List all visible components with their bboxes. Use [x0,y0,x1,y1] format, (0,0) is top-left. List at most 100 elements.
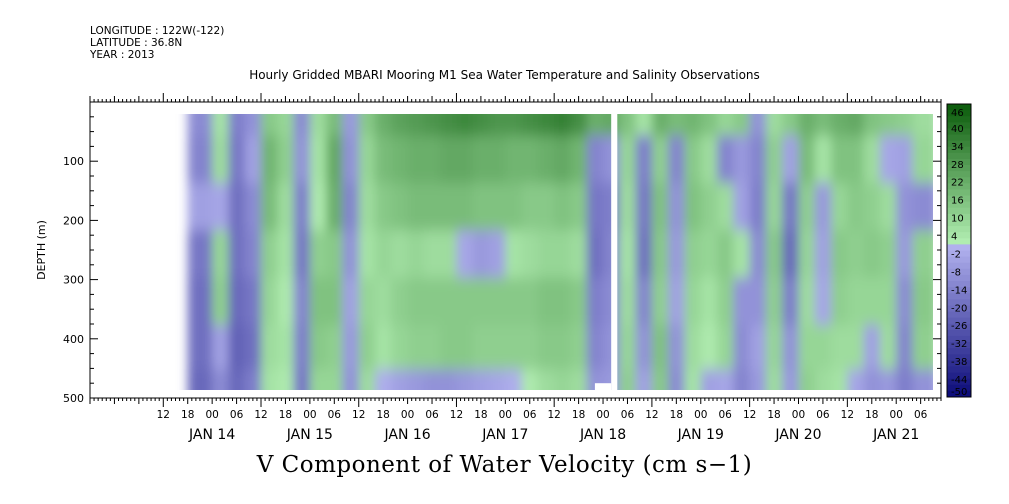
colorbar-swatch [947,329,971,337]
heatmap-cell [244,114,263,139]
heatmap-cell [489,182,507,234]
heatmap-cell [586,182,605,234]
heatmap-cell [586,135,605,186]
heatmap-cell [717,135,735,186]
heatmap-cell [521,182,539,234]
heatmap-cell [896,324,914,373]
x-day-label: JAN 15 [286,427,333,443]
heatmap-cell [277,324,295,373]
heatmap-cell [733,114,751,139]
heatmap-cell [814,369,833,390]
colorbar-swatch [947,281,971,288]
x-hour-label: 06 [230,409,244,421]
heatmap-cell [521,324,539,373]
heatmap-cell [782,135,800,186]
heatmap-cell [228,277,246,328]
x-day-label: JAN 19 [677,427,724,443]
heatmap-cell [375,182,393,234]
heatmap-cell [765,230,784,281]
heatmap-cell [570,324,588,373]
colorbar-label: -2 [951,249,961,260]
heatmap-cell [717,324,735,373]
heatmap-cell [309,230,328,281]
heatmap-cell [749,182,767,234]
heatmap-cell [277,369,295,390]
heatmap-cell [635,114,653,139]
x-hour-label: 18 [572,409,585,421]
heatmap-cell [684,369,702,390]
heatmap-cell [847,369,865,390]
heatmap-cell [326,182,344,234]
heatmap-cell [847,324,865,373]
heatmap-cell [187,182,214,234]
x-hour-label: 18 [767,409,780,421]
heatmap-cell [358,114,377,139]
heatmap-cell [391,114,409,139]
heatmap-cell [261,324,279,373]
heatmap-cell [798,230,816,281]
heatmap-cell [651,182,670,234]
data-gap [594,383,612,398]
year-label: YEAR : 2013 [90,49,155,61]
chart-title: Hourly Gridded MBARI Mooring M1 Sea Wate… [249,68,760,82]
heatmap-cell [554,277,572,328]
heatmap-cell [896,135,914,186]
heatmap-cell [261,135,279,186]
colorbar-swatch [947,219,971,227]
colorbar-swatch [947,104,971,111]
colorbar-label: 40 [951,124,964,135]
heatmap-cell [570,230,588,281]
heatmap-cell [326,114,344,139]
colorbar-swatch [947,256,971,264]
x-hour-label: 12 [450,409,463,421]
heatmap-cell [554,369,572,390]
x-hour-label: 00 [694,409,707,421]
x-hour-label: 12 [645,409,658,421]
heatmap-cell [505,135,523,186]
heatmap-cell [668,324,686,373]
heatmap-cell [423,114,442,139]
heatmap-cell [831,369,849,390]
colorbar-swatch [947,262,971,270]
heatmap-cell [293,369,311,390]
heatmap-cell [700,114,719,139]
x-hour-label: 06 [523,409,537,421]
heatmap-cell [489,277,507,328]
heatmap-cell [798,324,816,373]
heatmap-cell [717,114,735,139]
colorbar-swatch [947,207,971,215]
heatmap-cell [619,230,637,281]
colorbar-swatch [947,250,971,258]
heatmap-cell [749,114,767,139]
heatmap-cell [733,230,751,281]
no-data-region [90,102,130,398]
heatmap-cell [896,369,914,390]
heatmap-cell [554,230,572,281]
heatmap-cell [187,324,214,373]
colorbar-swatch [947,372,971,380]
heatmap-cell [440,135,458,186]
heatmap-cell [212,369,230,390]
heatmap-cell [472,114,491,139]
heatmap-cell [407,369,425,390]
heatmap-cell [765,369,784,390]
longitude-label: LONGITUDE : 122W(-122) [90,25,225,37]
heatmap-cell [293,114,311,139]
heatmap-cell [570,114,588,139]
heatmap-cell [847,114,865,139]
heatmap-cell [342,230,360,281]
heatmap-cell [521,277,539,328]
heatmap-cell [505,182,523,234]
heatmap-cell [537,369,556,390]
heatmap-cell [407,324,425,373]
heatmap-cell [635,324,653,373]
heatmap-cell [423,135,442,186]
heatmap-cell [537,182,556,234]
heatmap-cell [521,135,539,186]
heatmap-cell [651,369,670,390]
heatmap-cell [407,135,425,186]
heatmap-cell [749,135,767,186]
heatmap-cell [782,114,800,139]
heatmap-cell [765,324,784,373]
heatmap-cell [570,182,588,234]
